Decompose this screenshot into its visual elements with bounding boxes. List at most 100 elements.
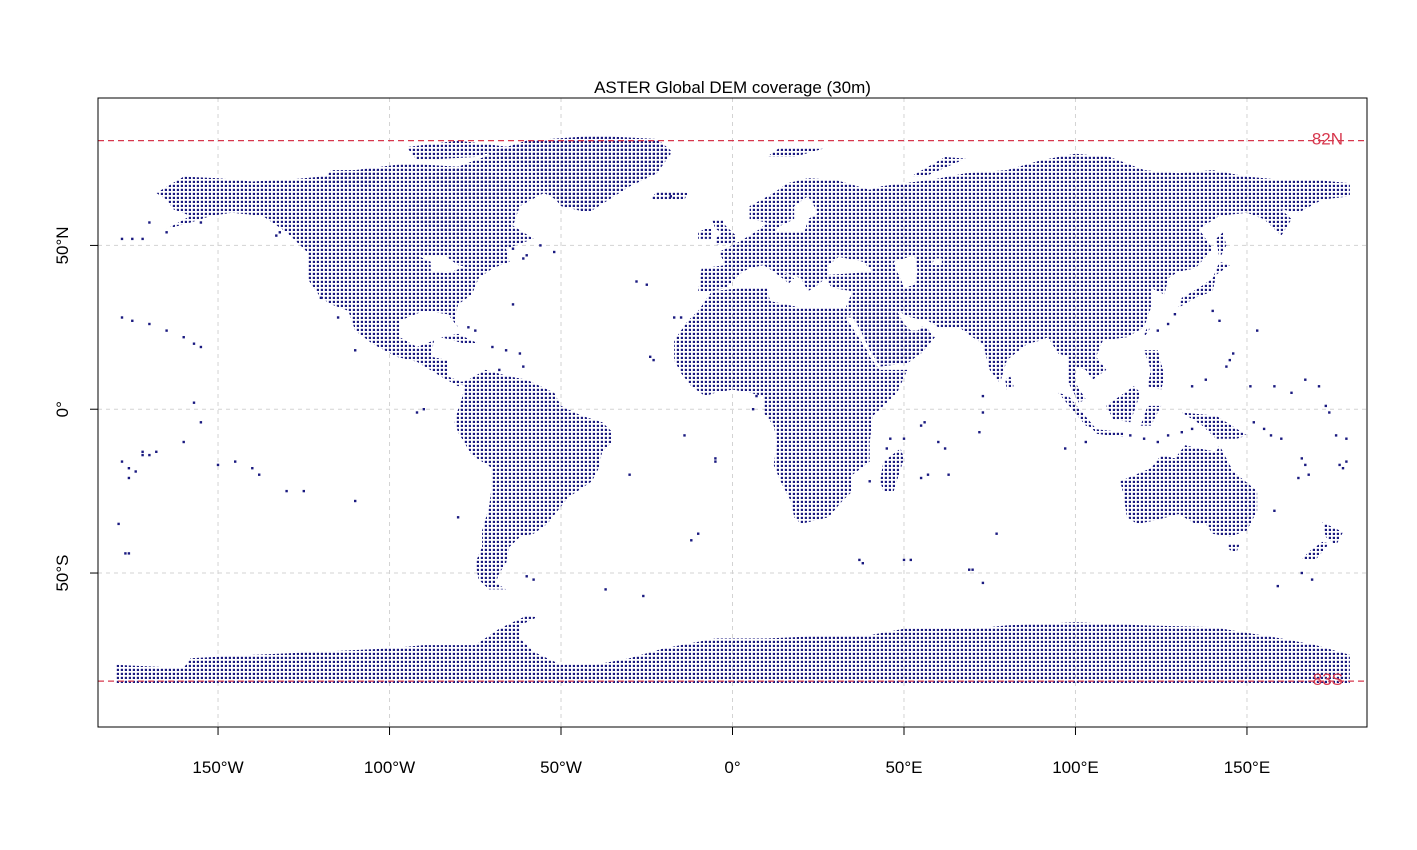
water-aral-sea xyxy=(931,258,942,266)
land-britain xyxy=(711,219,736,246)
water-persian-gulf xyxy=(897,310,925,331)
land-antarctica xyxy=(115,615,1350,685)
water-black-sea xyxy=(828,256,874,275)
x-tick-label: 100°E xyxy=(1052,758,1099,777)
x-tick-label: 0° xyxy=(724,758,740,777)
island-tile xyxy=(1280,437,1283,440)
island-tile xyxy=(926,473,930,476)
island-tile xyxy=(124,552,127,555)
reference-label-82n: 82N xyxy=(1312,130,1343,149)
island-tile xyxy=(192,401,196,404)
land-greenland xyxy=(485,135,671,213)
land-iceland xyxy=(650,191,688,200)
island-tile xyxy=(1142,437,1146,440)
island-tile xyxy=(635,280,638,283)
land-new-zealand-north xyxy=(1322,522,1343,546)
island-tile xyxy=(498,368,501,372)
island-tile xyxy=(1300,571,1303,575)
island-tile xyxy=(117,522,120,526)
island-tile xyxy=(216,463,220,467)
island-tile xyxy=(1173,313,1177,316)
island-tile xyxy=(673,316,676,319)
island-tile xyxy=(751,408,755,411)
water-baltic-sea xyxy=(773,196,819,233)
island-tile xyxy=(861,562,864,565)
island-tile xyxy=(968,568,971,571)
island-tile xyxy=(981,394,985,398)
land-victoria-island xyxy=(320,170,383,187)
island-tile xyxy=(182,440,185,444)
island-tile xyxy=(1304,378,1307,381)
island-tile xyxy=(1190,427,1194,431)
island-tile xyxy=(336,316,340,319)
island-tile xyxy=(902,558,906,562)
land-borneo xyxy=(1106,386,1141,423)
island-tile xyxy=(131,319,134,322)
axes: 150°W 100°W 50°W 0° 50°E 100°E 150°E 50°N 0° 50°S xyxy=(53,226,1270,777)
water-red-sea xyxy=(845,317,880,367)
island-tile xyxy=(1304,463,1307,467)
island-tile xyxy=(1249,385,1252,388)
land-hudson-bay xyxy=(406,196,469,239)
reference-lines: 82N 83S xyxy=(98,130,1367,689)
land-svalbard xyxy=(766,147,829,157)
island-tile xyxy=(919,424,923,427)
land-cuba xyxy=(441,333,479,344)
island-tile xyxy=(354,349,357,352)
island-tile xyxy=(1129,434,1132,437)
island-tile xyxy=(285,489,288,493)
land-japan xyxy=(1178,261,1230,308)
island-tile xyxy=(1273,509,1276,512)
island-tile xyxy=(165,231,168,234)
island-tile xyxy=(1180,431,1183,434)
island-tile xyxy=(1345,460,1348,463)
land-australia xyxy=(1120,445,1258,537)
island-tile xyxy=(697,532,700,535)
island-tile xyxy=(467,326,470,329)
island-tile xyxy=(511,303,515,306)
island-tile xyxy=(1232,352,1235,355)
island-tile xyxy=(148,322,151,326)
land-sulawesi xyxy=(1140,405,1162,426)
island-tile xyxy=(354,499,357,503)
land-arabia xyxy=(852,301,932,367)
island-tile xyxy=(182,336,185,339)
island-tile xyxy=(642,594,645,598)
island-tile xyxy=(885,447,888,450)
island-tile xyxy=(148,453,151,457)
island-tile xyxy=(645,283,648,286)
island-tile xyxy=(1338,463,1341,467)
island-tile xyxy=(1345,437,1348,440)
island-tile xyxy=(1211,309,1214,313)
island-tile xyxy=(278,231,281,234)
island-tile xyxy=(134,470,137,473)
island-tile xyxy=(858,558,861,562)
island-tile xyxy=(683,434,686,437)
island-tile xyxy=(649,355,652,358)
island-tile xyxy=(902,437,906,440)
land-ellesmere xyxy=(406,140,510,161)
land-ireland xyxy=(698,229,712,239)
island-tile xyxy=(127,476,131,480)
island-tile xyxy=(127,552,131,555)
island-tile xyxy=(155,450,158,453)
island-tile xyxy=(275,234,278,237)
y-tick-label: 50°S xyxy=(53,555,72,592)
island-tile xyxy=(192,342,196,345)
island-tile xyxy=(522,257,525,260)
island-tile xyxy=(1084,440,1087,444)
island-tile xyxy=(669,195,672,198)
island-tile xyxy=(120,316,124,319)
map-title: ASTER Global DEM coverage (30m) xyxy=(594,78,871,97)
island-tile xyxy=(937,440,940,444)
island-tile xyxy=(199,345,203,349)
island-tile xyxy=(1341,467,1345,470)
island-tile xyxy=(1252,421,1255,424)
island-tile xyxy=(141,453,144,457)
y-tick-label: 50°N xyxy=(53,226,72,264)
island-tile xyxy=(539,244,542,247)
island-tile xyxy=(1334,434,1338,437)
island-tile xyxy=(755,394,758,398)
island-tile xyxy=(714,457,717,460)
